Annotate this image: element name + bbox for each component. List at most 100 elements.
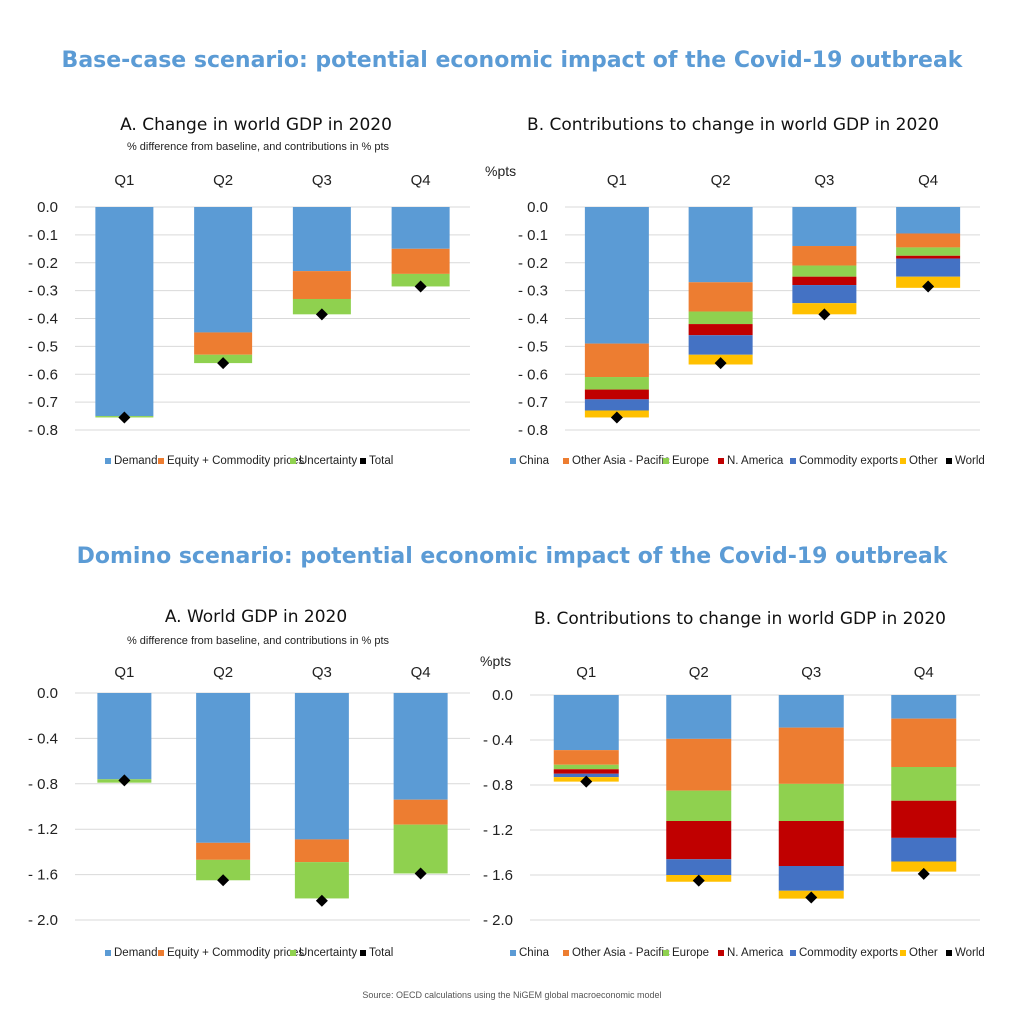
chart-title: B. Contributions to change in world GDP … xyxy=(527,115,939,135)
y-tick-label: - 0.6 xyxy=(28,366,58,383)
category-label-q4: Q4 xyxy=(411,172,431,189)
legend-label-commodity-exports: Commodity exports xyxy=(799,455,898,467)
y-tick-label: - 2.0 xyxy=(28,912,58,929)
legend-label-europe: Europe xyxy=(672,455,709,467)
legend-swatch-europe xyxy=(663,458,669,464)
legend-label-uncertainty: Uncertainty xyxy=(299,947,357,959)
y-tick-label: - 0.4 xyxy=(518,311,548,328)
total-marker-q3 xyxy=(315,308,328,321)
legend-label-other-asia-pacific: Other Asia - Pacific xyxy=(572,947,670,959)
total-marker-q1 xyxy=(580,775,593,788)
bar-commodity-exports-q3 xyxy=(778,866,844,891)
bar-commodity-exports-q2 xyxy=(666,859,732,875)
y-tick-label: - 0.1 xyxy=(518,227,548,244)
bar-equity-commodity-prices-q3 xyxy=(292,271,351,299)
y-tick-label: - 0.4 xyxy=(483,732,513,749)
y-tick-label: - 1.6 xyxy=(483,867,513,884)
y-tick-label: - 0.3 xyxy=(518,283,548,300)
chart-base-gdp-change: A. Change in world GDP in 2020 % differen… xyxy=(28,115,470,467)
chart-domino-gdp: A. World GDP in 2020 % difference from ba… xyxy=(28,607,470,959)
bar-n-america-q4 xyxy=(891,800,957,838)
bar-other-q4 xyxy=(891,861,957,872)
legend-label-n-america: N. America xyxy=(727,455,784,467)
chart-panel-base-b: B. Contributions to change in world GDP … xyxy=(480,100,1024,480)
legend-swatch-world xyxy=(946,950,952,956)
bar-n-america-q2 xyxy=(688,324,753,336)
category-label-q4: Q4 xyxy=(411,664,431,681)
scenario-title-base: Base-case scenario: potential economic i… xyxy=(61,48,963,73)
y-tick-label: - 0.6 xyxy=(518,366,548,383)
bar-equity-commodity-prices-q3 xyxy=(294,839,349,863)
y-tick-label: 0.0 xyxy=(37,199,58,216)
y-tick-label: 0.0 xyxy=(492,687,513,704)
y-tick-label: - 1.6 xyxy=(28,867,58,884)
bar-other-asia-pacific-q4 xyxy=(891,718,957,767)
bar-commodity-exports-q4 xyxy=(896,258,961,277)
legend-swatch-china xyxy=(510,950,516,956)
bar-n-america-q1 xyxy=(584,389,649,400)
y-tick-label: - 0.2 xyxy=(518,255,548,272)
legend-swatch-europe xyxy=(663,950,669,956)
y-tick-label: - 0.8 xyxy=(28,422,58,439)
bar-china-q1 xyxy=(584,207,649,344)
legend-swatch-other-asia-pacific xyxy=(563,950,569,956)
y-tick-label: - 1.2 xyxy=(483,822,513,839)
legend-swatch-uncertainty xyxy=(290,950,296,956)
total-marker-q4 xyxy=(917,867,930,880)
chart-title: A. Change in world GDP in 2020 xyxy=(120,115,392,135)
y-tick-label: - 0.7 xyxy=(518,394,548,411)
bar-equity-commodity-prices-q2 xyxy=(196,842,251,860)
category-label-q2: Q2 xyxy=(711,172,731,189)
total-marker-q1 xyxy=(118,411,131,424)
chart-domino-contributions: B. Contributions to change in world GDP … xyxy=(480,609,985,959)
chart-subtitle: % difference from baseline, and contribu… xyxy=(127,141,390,153)
bar-n-america-q1 xyxy=(553,769,619,774)
scenario-title-domino: Domino scenario: potential economic impa… xyxy=(76,544,948,569)
y-axis-label: %pts xyxy=(480,653,511,669)
bar-commodity-exports-q1 xyxy=(584,399,649,411)
legend-swatch-other xyxy=(900,950,906,956)
category-label-q4: Q4 xyxy=(918,172,938,189)
total-marker-q3 xyxy=(805,891,818,904)
legend-swatch-uncertainty xyxy=(290,458,296,464)
legend-swatch-commodity-exports xyxy=(790,950,796,956)
category-label-q4: Q4 xyxy=(914,664,934,681)
bar-china-q4 xyxy=(896,207,961,234)
legend-label-china: China xyxy=(519,455,550,467)
bar-china-q2 xyxy=(666,695,732,739)
bar-china-q1 xyxy=(553,695,619,751)
legend-swatch-commodity-exports xyxy=(790,458,796,464)
bar-other-asia-pacific-q2 xyxy=(666,738,732,791)
bar-uncertainty-q4 xyxy=(393,824,448,874)
legend-swatch-china xyxy=(510,458,516,464)
bar-uncertainty-q3 xyxy=(294,862,349,899)
bar-demand-q3 xyxy=(292,207,351,272)
y-tick-label: - 2.0 xyxy=(483,912,513,929)
bar-europe-q1 xyxy=(584,377,649,390)
bar-equity-commodity-prices-q4 xyxy=(393,799,448,825)
bar-commodity-exports-q2 xyxy=(688,335,753,355)
bar-equity-commodity-prices-q4 xyxy=(391,248,450,274)
bar-uncertainty-q4 xyxy=(391,273,450,287)
legend-label-equity-commodity-prices: Equity + Commodity prices xyxy=(167,947,304,959)
bar-europe-q1 xyxy=(553,764,619,770)
total-marker-q4 xyxy=(414,867,427,880)
legend-swatch-total xyxy=(360,458,366,464)
y-tick-label: 0.0 xyxy=(527,199,548,216)
chart-subtitle: % difference from baseline, and contribu… xyxy=(127,635,390,647)
bar-china-q2 xyxy=(688,207,753,283)
bar-commodity-exports-q4 xyxy=(891,837,957,862)
y-tick-label: - 0.1 xyxy=(28,227,58,244)
bar-europe-q3 xyxy=(778,783,844,821)
y-tick-label: - 0.8 xyxy=(518,422,548,439)
bar-other-asia-pacific-q4 xyxy=(896,233,961,248)
bar-europe-q3 xyxy=(792,265,857,277)
legend-label-equity-commodity-prices: Equity + Commodity prices xyxy=(167,455,304,467)
legend-label-other: Other xyxy=(909,455,938,467)
category-label-q2: Q2 xyxy=(213,664,233,681)
legend-swatch-equity-commodity-prices xyxy=(158,950,164,956)
legend-swatch-equity-commodity-prices xyxy=(158,458,164,464)
legend-swatch-n-america xyxy=(718,458,724,464)
bar-china-q4 xyxy=(891,695,957,719)
bar-china-q3 xyxy=(792,207,857,247)
